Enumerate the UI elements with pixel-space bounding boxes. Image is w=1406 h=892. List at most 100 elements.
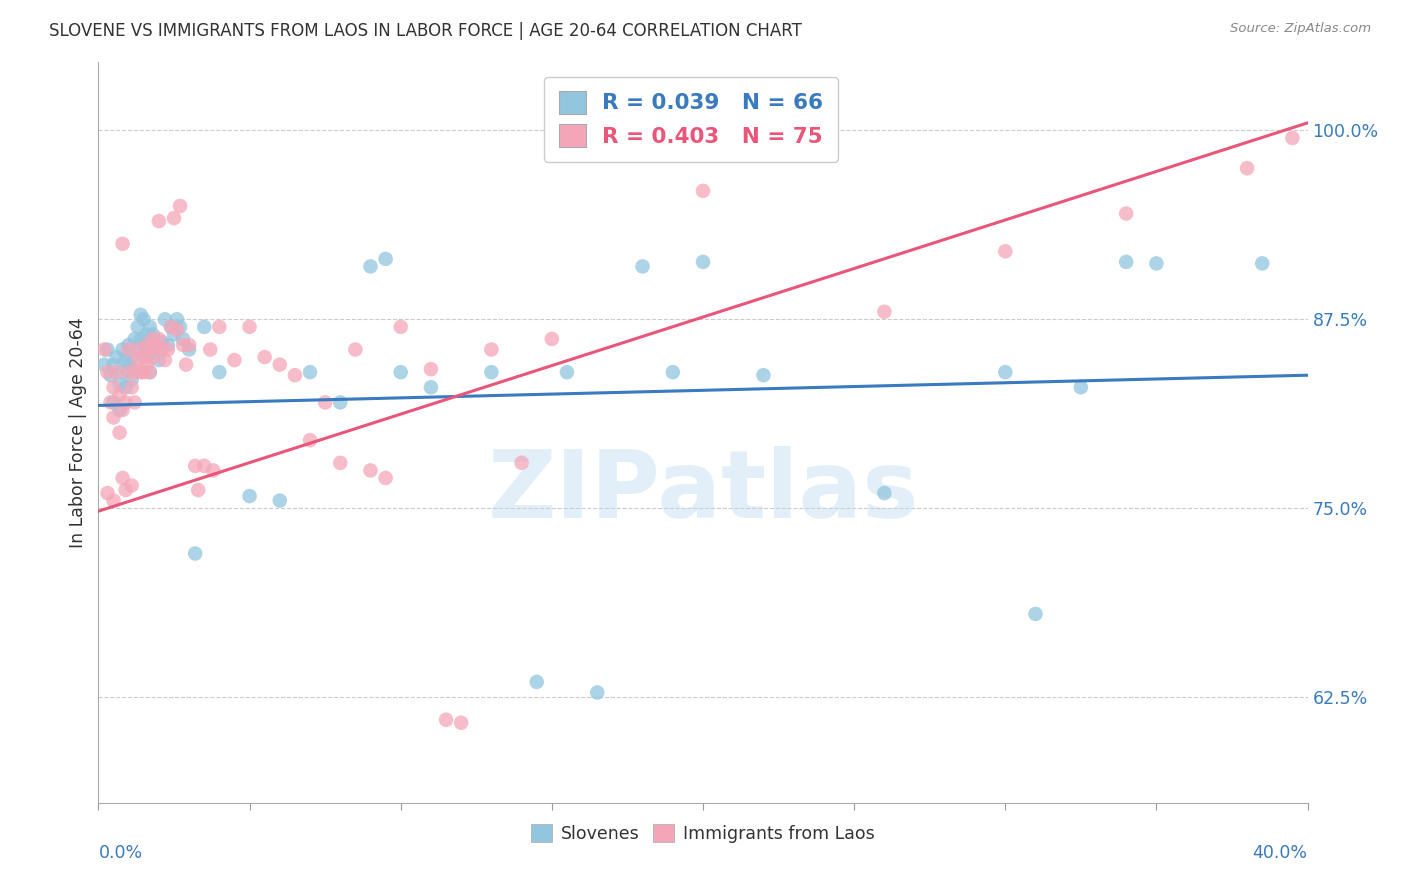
Point [150, 343, 173, 357]
Point [329, 456, 352, 470]
Point [193, 458, 215, 473]
Point [420, 380, 443, 394]
Point [389, 319, 412, 334]
Point [873, 304, 896, 318]
Point [129, 365, 152, 379]
Point [145, 338, 167, 352]
Point [692, 184, 714, 198]
Point [121, 380, 143, 394]
Point [139, 319, 162, 334]
Point [344, 343, 367, 357]
Point [692, 255, 714, 269]
Point [127, 343, 149, 357]
Point [124, 362, 146, 376]
Point [108, 425, 131, 440]
Text: ZIPatlas: ZIPatlas [488, 446, 918, 538]
Point [1070, 380, 1092, 394]
Point [100, 368, 122, 383]
Point [160, 319, 183, 334]
Point [169, 319, 191, 334]
Text: SLOVENE VS IMMIGRANTS FROM LAOS IN LABOR FORCE | AGE 20-64 CORRELATION CHART: SLOVENE VS IMMIGRANTS FROM LAOS IN LABOR… [49, 22, 801, 40]
Point [434, 713, 457, 727]
Point [150, 334, 173, 349]
Point [148, 332, 170, 346]
Point [135, 350, 157, 364]
Point [121, 373, 143, 387]
Point [132, 312, 155, 326]
Point [166, 312, 188, 326]
Point [239, 319, 262, 334]
Point [202, 463, 225, 477]
Point [127, 319, 149, 334]
Point [105, 350, 128, 364]
Point [179, 338, 201, 352]
Point [169, 199, 191, 213]
Point [510, 456, 533, 470]
Point [124, 332, 146, 346]
Point [172, 332, 194, 346]
Point [111, 471, 134, 485]
Point [108, 403, 131, 417]
Point [156, 343, 179, 357]
Point [389, 365, 412, 379]
Point [184, 547, 207, 561]
Point [96, 365, 118, 379]
Point [96, 486, 118, 500]
Point [193, 319, 215, 334]
Y-axis label: In Labor Force | Age 20-64: In Labor Force | Age 20-64 [69, 318, 87, 548]
Point [103, 380, 125, 394]
Point [114, 380, 136, 394]
Point [360, 260, 382, 274]
Point [163, 211, 186, 225]
Point [103, 395, 125, 409]
Point [1236, 161, 1258, 176]
Point [1144, 256, 1167, 270]
Point [374, 252, 396, 266]
Point [114, 483, 136, 497]
Point [124, 395, 146, 409]
Point [284, 368, 307, 383]
Point [160, 319, 183, 334]
Point [1024, 607, 1046, 621]
Point [132, 350, 155, 364]
Point [994, 365, 1017, 379]
Point [135, 327, 157, 342]
Point [420, 362, 443, 376]
Point [103, 410, 125, 425]
Point [360, 463, 382, 477]
Point [661, 365, 683, 379]
Point [96, 343, 118, 357]
Point [1251, 256, 1274, 270]
Point [111, 343, 134, 357]
Point [114, 395, 136, 409]
Point [111, 403, 134, 417]
Point [200, 343, 222, 357]
Point [108, 377, 131, 392]
Point [208, 319, 231, 334]
Point [179, 343, 201, 357]
Point [450, 715, 472, 730]
Point [752, 368, 775, 383]
Point [153, 312, 176, 326]
Point [139, 365, 162, 379]
Point [135, 358, 157, 372]
Point [631, 260, 654, 274]
Point [269, 358, 291, 372]
Point [103, 493, 125, 508]
Point [148, 214, 170, 228]
Text: Source: ZipAtlas.com: Source: ZipAtlas.com [1230, 22, 1371, 36]
Point [208, 365, 231, 379]
Point [93, 343, 115, 357]
Point [100, 395, 122, 409]
Point [118, 343, 141, 357]
Point [299, 433, 322, 447]
Point [555, 365, 578, 379]
Point [111, 236, 134, 251]
Point [148, 353, 170, 368]
Point [118, 338, 141, 352]
Point [153, 353, 176, 368]
Point [114, 353, 136, 368]
Point [481, 343, 503, 357]
Point [873, 486, 896, 500]
Point [103, 358, 125, 372]
